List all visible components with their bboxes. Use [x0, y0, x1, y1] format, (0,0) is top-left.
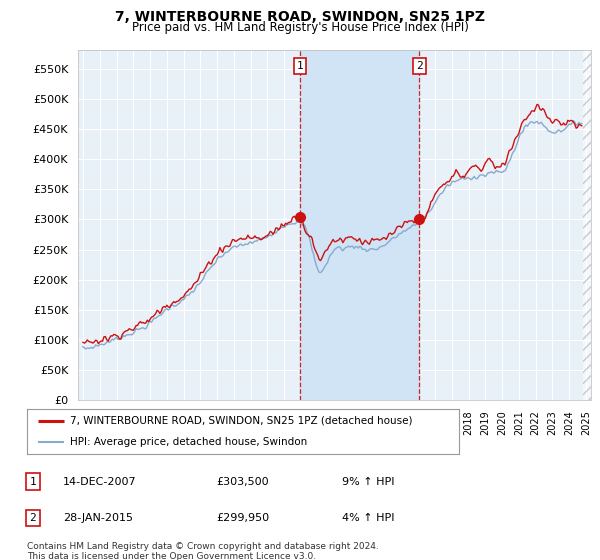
- Bar: [583, 50, 591, 400]
- Bar: [583, 50, 591, 400]
- Text: 1: 1: [297, 61, 304, 71]
- Text: 28-JAN-2015: 28-JAN-2015: [63, 513, 133, 523]
- Text: £303,500: £303,500: [216, 477, 269, 487]
- Text: £299,950: £299,950: [216, 513, 269, 523]
- Text: 2: 2: [29, 513, 37, 523]
- Text: 4% ↑ HPI: 4% ↑ HPI: [342, 513, 395, 523]
- Text: 7, WINTERBOURNE ROAD, SWINDON, SN25 1PZ (detached house): 7, WINTERBOURNE ROAD, SWINDON, SN25 1PZ …: [70, 416, 413, 426]
- Text: Price paid vs. HM Land Registry's House Price Index (HPI): Price paid vs. HM Land Registry's House …: [131, 21, 469, 34]
- Text: 9% ↑ HPI: 9% ↑ HPI: [342, 477, 395, 487]
- Bar: [301, 50, 419, 400]
- Text: 14-DEC-2007: 14-DEC-2007: [63, 477, 137, 487]
- Text: 7, WINTERBOURNE ROAD, SWINDON, SN25 1PZ: 7, WINTERBOURNE ROAD, SWINDON, SN25 1PZ: [115, 10, 485, 24]
- Text: Contains HM Land Registry data © Crown copyright and database right 2024.
This d: Contains HM Land Registry data © Crown c…: [27, 542, 379, 560]
- Text: HPI: Average price, detached house, Swindon: HPI: Average price, detached house, Swin…: [70, 436, 307, 446]
- Text: 2: 2: [416, 61, 423, 71]
- Text: 1: 1: [29, 477, 37, 487]
